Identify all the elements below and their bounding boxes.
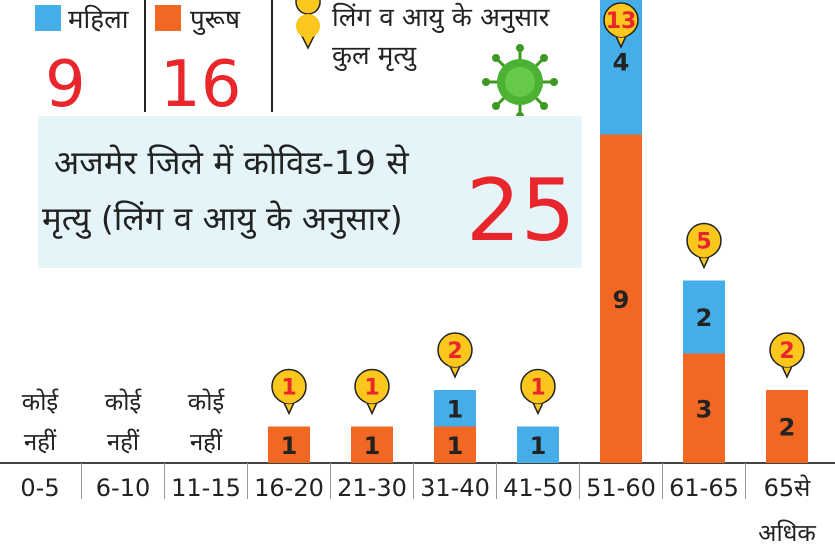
male-label: पुरूष [190,5,241,35]
no-data-label: कोई [188,388,226,416]
bubble-note-line1: लिंग व आयु के अनुसार [332,2,551,33]
bar-value-label: 1 [530,432,547,460]
bar-segment-female [683,280,725,354]
total-bubble-label: 2 [779,339,794,364]
x-tick-label: 0-5 [20,474,59,502]
bar-value-label: 1 [447,395,464,423]
bar-value-label: 3 [696,395,713,423]
bubble-fill [609,13,633,37]
female-label: महिला [68,4,130,35]
bubble-note-line2: कुल मृत्यु [332,41,417,71]
no-data-label: कोई [22,388,60,416]
no-data-label: नहीं [24,428,57,456]
female-total: 9 [45,48,86,122]
bar-segment-male [766,390,808,463]
x-tick-label: 31-40 [420,474,490,502]
x-ticks-layer: 0-5 6-10 11-15 16-20 21-30 31-40 41-50 51-60 61-… [20,463,816,547]
bubble-fill [277,379,301,404]
no-data-label: नहीं [107,428,140,456]
total-bubble: 1 [354,368,390,416]
x-tick-label: अधिक [758,519,816,547]
x-tick-label: 65से [764,474,812,502]
total-bubble-label: 1 [281,376,296,401]
total-bubble-label: 1 [364,376,379,401]
bar-value-label: 4 [613,49,630,77]
legend-bubble-icon [295,0,321,50]
male-total: 16 [160,48,241,122]
bar-value-label: 1 [281,432,298,460]
headline-line2: मृत्यु (लिंग व आयु के अनुसार) [42,199,403,239]
total-bubble: 2 [769,332,805,379]
x-tick-label: 61-65 [669,474,739,502]
headline-total: 25 [466,161,575,261]
bubble-fill [526,379,550,404]
total-bubble: 1 [271,368,307,416]
x-tick-label: 41-50 [503,474,573,502]
total-bubble: 5 [686,222,722,270]
total-bubble: 1 [520,368,556,416]
male-swatch [155,5,181,31]
bar-value-label: 2 [779,414,796,442]
bubble-fill [443,343,467,367]
bar-segment-male [268,426,310,463]
headline-panel: अजमेर जिले में कोविड-19 से मृत्यु (लिंग … [38,116,582,268]
no-data-label: कोई [105,388,143,416]
virus-icon [482,44,558,120]
x-tick-label: 6-10 [96,474,150,502]
x-tick-label: 51-60 [586,474,656,502]
bar-segment-female [434,390,476,427]
bar-segment-male [683,353,725,463]
headline-panel-bg [38,116,582,268]
bar-segment-male [434,426,476,463]
bar-segment-male [600,134,642,463]
total-bubble: 13 [603,2,639,49]
bubble-fill [692,233,716,258]
female-swatch [35,5,61,31]
total-bubble: 2 [437,332,473,379]
bubble-fill [360,379,384,404]
x-tick-label: 21-30 [337,474,407,502]
bar-value-label: 1 [447,432,464,460]
legend: महिला 9 पुरूष 16 लिंग व आयु के अनुसार कु… [35,0,551,122]
bubble-fill [775,343,799,367]
bar-value-label: 9 [613,286,630,314]
x-tick-label: 16-20 [254,474,324,502]
x-tick-label: 11-15 [171,474,241,502]
headline-line1: अजमेर जिले में कोविड-19 से [54,143,409,182]
no-data-label: नहीं [190,428,223,456]
total-bubble-label: 13 [606,9,637,34]
bars-layer: कोई नहीं कोई नहीं कोई नहीं 1 1 1 1 1 9 4 3 2 2 [22,0,808,463]
total-bubble-label: 5 [696,230,711,255]
total-bubble-label: 2 [447,339,462,364]
bar-value-label: 2 [696,304,713,332]
bar-value-label: 1 [364,432,381,460]
total-bubble-label: 1 [530,376,545,401]
bar-segment-female [517,426,559,463]
bar-segment-male [351,426,393,463]
